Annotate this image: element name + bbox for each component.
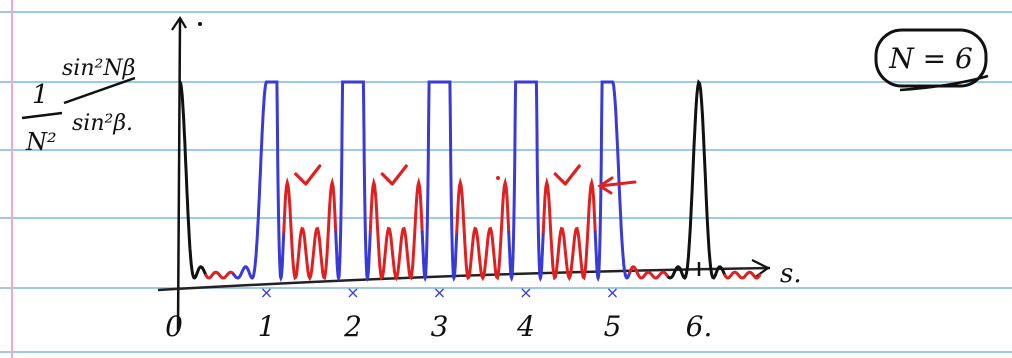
n-annotation: N = 6 (874, 28, 989, 92)
y-label-sin-nbeta: sin²Nβ (62, 56, 135, 81)
curve-red-segment (455, 176, 511, 282)
curve-principal-peak-right (667, 79, 727, 281)
curve-blue-segment (438, 80, 459, 283)
x-tick-label: 5 (604, 310, 622, 343)
ruled-lines (0, 11, 1012, 353)
x-tick-label: 0 (165, 310, 183, 343)
curve-blue-segment (334, 80, 355, 283)
check-mark-icon (380, 164, 408, 186)
x-tick-label: 4 (516, 310, 535, 343)
curve-blue-segment (420, 80, 441, 283)
n-annotation-flourish (899, 74, 989, 92)
arrow-to-peak-icon (597, 176, 637, 195)
x-tick-label: 2 (343, 310, 362, 343)
check-mark-icon (294, 164, 322, 186)
minimum-marker-icon: × (260, 283, 273, 302)
y-axis (176, 19, 182, 331)
curve-red-segment (368, 176, 424, 282)
y-label-one: 1 (32, 80, 49, 110)
curve-blue-segment (611, 80, 632, 280)
minimum-marker-icon: × (433, 283, 446, 302)
minimum-marker-icon: × (519, 283, 532, 302)
x-tick-label: 3 (431, 310, 449, 343)
y-label-bar-1 (21, 111, 63, 120)
curve-red-segment (628, 265, 671, 280)
x-axis (157, 266, 771, 292)
stray-dot (496, 176, 500, 180)
y-label-n2: N² (25, 128, 57, 156)
y-axis-label: 1 N² sin²Nβ sin²β. (21, 56, 136, 156)
curve-blue-segment (507, 80, 528, 283)
curve-principal-peak-left (178, 80, 208, 280)
axes (157, 15, 771, 331)
minimum-marker-icon: × (346, 283, 359, 302)
curve-blue-segment (593, 80, 614, 283)
y-label-sin-beta: sin²β. (72, 111, 133, 136)
curve-blue-segment (524, 80, 545, 283)
curve-blue-segment (265, 80, 286, 283)
check-marks (294, 164, 581, 186)
x-tick-label: 1 (258, 310, 276, 343)
intensity-curve (178, 79, 762, 283)
y-label-bar-2 (63, 76, 136, 105)
check-mark-icon (553, 164, 581, 186)
x-tick-label: 6. (686, 310, 713, 343)
curve-red-segment (204, 270, 236, 280)
curve-blue-segment (232, 80, 268, 280)
minimum-marker-icon: × (606, 283, 619, 302)
n-annotation-text: N = 6 (888, 42, 973, 75)
curve-red-segment (282, 176, 338, 282)
curve-blue-segment (351, 80, 372, 283)
x-ticks: 0 × 1 × 2 × 3 × 4 × 5 6. (165, 262, 712, 343)
curve-red-segment (541, 176, 597, 282)
y-axis-dot (198, 22, 202, 26)
y-axis-arrow (171, 15, 187, 31)
curve-red-segment (723, 270, 762, 280)
x-axis-label: s. (780, 259, 802, 289)
